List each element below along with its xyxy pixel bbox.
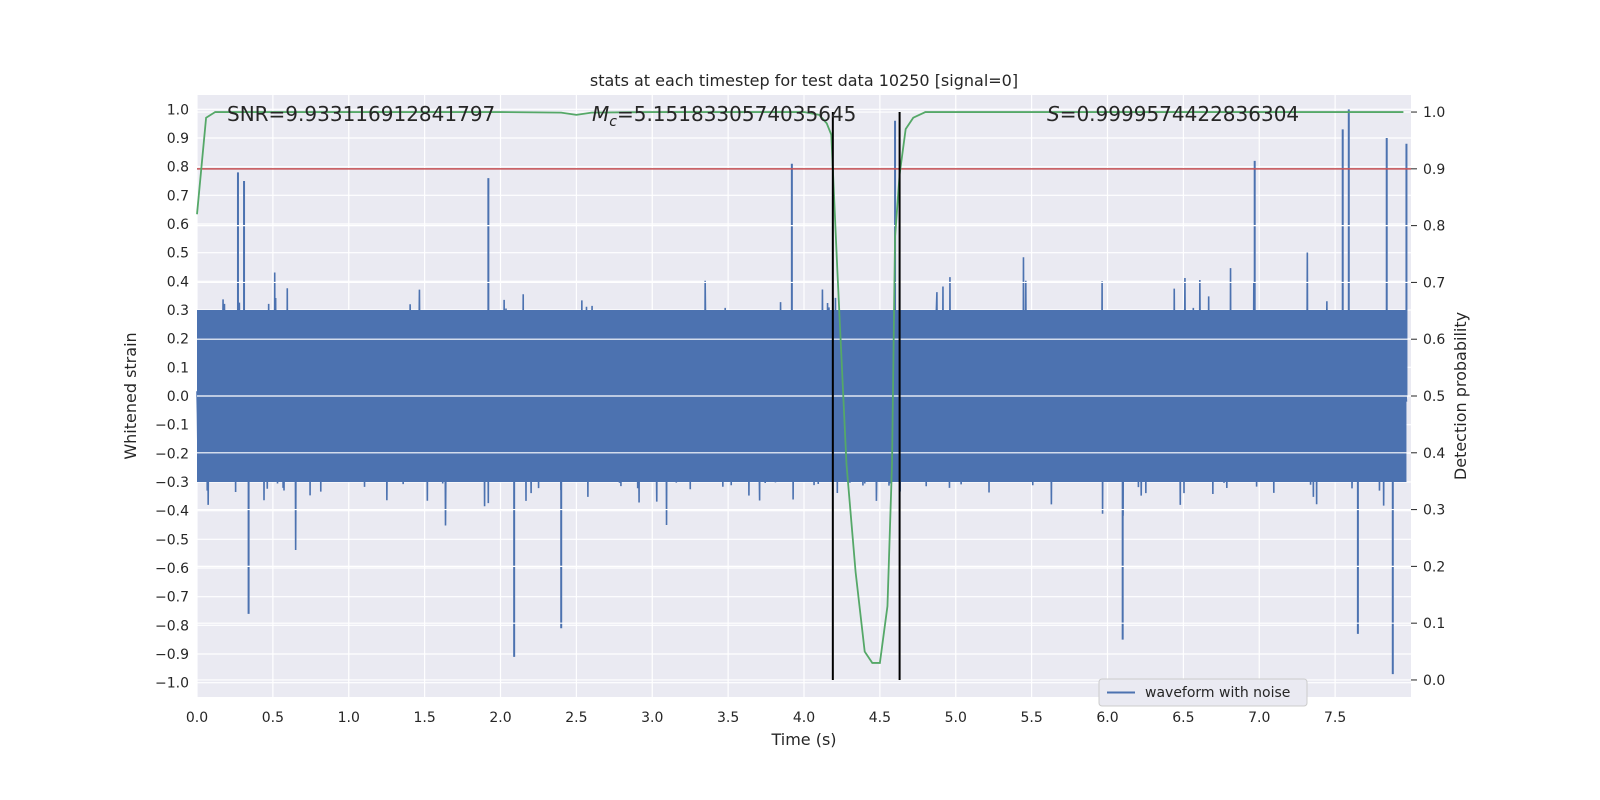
x-tick-label: 7.5	[1324, 710, 1346, 726]
y-tick-label: 0.7	[167, 188, 189, 204]
y2-tick-label: 0.8	[1423, 219, 1445, 235]
y-tick-label: −0.4	[155, 504, 189, 520]
detection-probability-line	[196, 111, 1404, 664]
x-tick-label: 5.5	[1020, 710, 1042, 726]
y2-tick-label: 0.0	[1423, 673, 1445, 689]
y-tick-label: 0.5	[167, 246, 189, 262]
x-tick-label: 2.5	[565, 710, 587, 726]
y-tick-label: −0.6	[155, 561, 189, 577]
x-tick-label: 3.5	[717, 710, 739, 726]
x-tick-label: 2.0	[489, 710, 511, 726]
y2-tick-label: 0.1	[1423, 616, 1445, 632]
y-tick-label: 0.6	[167, 217, 189, 233]
x-tick-label: 1.5	[413, 710, 435, 726]
y-tick-label: 0.4	[167, 274, 189, 290]
x-tick-label: 0.5	[262, 710, 284, 726]
x-tick-label: 5.0	[945, 710, 967, 726]
y2-tick-label: 0.3	[1423, 503, 1445, 519]
y-axis-label: Whitened strain	[121, 332, 140, 459]
y2-axis-label: Detection probability	[1451, 312, 1470, 480]
overlay-lines	[196, 111, 1411, 680]
y-tick-label: 0.8	[167, 160, 189, 176]
x-tick-label: 1.0	[338, 710, 360, 726]
x-tick-label: 4.5	[869, 710, 891, 726]
x-ticks: 0.0 0.5 1.0 1.5 2.0 2.5 3.0 3.5 4.0 4.5 5.0 5.5 6.0 6…	[186, 710, 1346, 726]
y-tick-label: −0.7	[155, 590, 189, 606]
y-tick-label: −0.1	[155, 418, 189, 434]
y-tick-label: 0.1	[167, 360, 189, 376]
y-tick-label: 0.3	[167, 303, 189, 319]
y2-tick-label: 0.9	[1423, 162, 1445, 178]
y-ticks: −1.0 −0.9 −0.8 −0.7 −0.6 −0.5 −0.4 −0.3 −0.2 −0.1…	[155, 102, 189, 691]
y2-tick-label: 0.2	[1423, 559, 1445, 575]
y-tick-label: −1.0	[155, 676, 189, 692]
y2-tick-label: 0.7	[1423, 275, 1445, 291]
s-annotation: S=0.9999574422836304	[1047, 102, 1299, 126]
mc-symbol: M	[592, 102, 609, 126]
legend-label: waveform with noise	[1145, 685, 1290, 701]
y-tick-label: 0.2	[167, 332, 189, 348]
y-tick-label: −0.2	[155, 446, 189, 462]
legend: waveform with noise	[1098, 678, 1308, 707]
x-tick-label: 6.5	[1172, 710, 1194, 726]
x-tick-label: 6.0	[1096, 710, 1118, 726]
mc-subscript: c	[609, 114, 617, 130]
s-symbol: S	[1047, 102, 1060, 126]
y2-tick-label: 0.4	[1423, 446, 1445, 462]
y2-ticks: 0.0 0.1 0.2 0.3 0.4 0.5 0.6 0.7 0.8 0.9 1.0	[1411, 105, 1445, 689]
y-tick-label: −0.5	[155, 532, 189, 548]
y-tick-label: −0.9	[155, 647, 189, 663]
y-tick-label: 1.0	[167, 102, 189, 118]
x-tick-label: 3.0	[641, 710, 663, 726]
x-tick-label: 4.0	[793, 710, 815, 726]
x-tick-label: 0.0	[186, 710, 208, 726]
y2-tick-label: 0.5	[1423, 389, 1445, 405]
y-tick-label: 0.0	[167, 389, 189, 405]
chirp-mass-annotation: Mc=5.1518330574035645	[592, 102, 856, 130]
mc-value: =5.1518330574035645	[617, 102, 856, 126]
s-value: =0.9999574422836304	[1060, 102, 1299, 126]
x-axis-label: Time (s)	[770, 730, 836, 749]
y2-tick-label: 1.0	[1423, 105, 1445, 121]
y-tick-label: −0.8	[155, 618, 189, 634]
chart-title: stats at each timestep for test data 102…	[590, 71, 1018, 90]
snr-annotation: SNR=9.933116912841797	[227, 102, 495, 126]
y-tick-label: 0.9	[167, 131, 189, 147]
y-tick-label: −0.3	[155, 475, 189, 491]
y2-tick-label: 0.6	[1423, 332, 1445, 348]
x-tick-label: 7.0	[1248, 710, 1270, 726]
legend-box	[1098, 678, 1308, 707]
